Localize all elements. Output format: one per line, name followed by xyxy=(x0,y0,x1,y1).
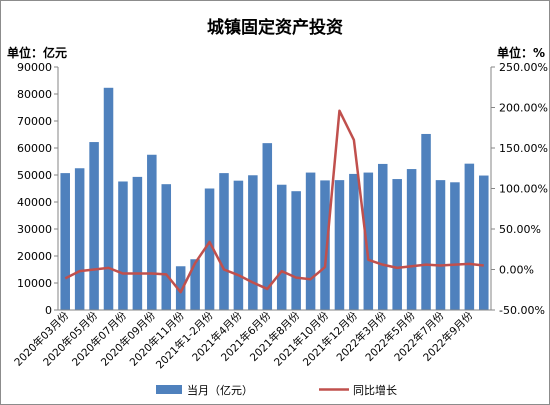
bar xyxy=(276,184,287,310)
bar xyxy=(89,142,99,310)
left-tick-label: 20000 xyxy=(17,250,52,263)
bar xyxy=(479,175,489,310)
left-tick-label: 60000 xyxy=(17,142,52,155)
x-tick-label: 2022年9月份 xyxy=(420,309,475,364)
right-tick-label: 250.00% xyxy=(499,61,548,74)
bar xyxy=(305,172,316,310)
left-tick-label: 70000 xyxy=(17,115,52,128)
bar xyxy=(248,175,258,310)
bar xyxy=(363,172,374,310)
left-tick-label: 30000 xyxy=(17,223,52,236)
x-tick-label: 2021年4月份 xyxy=(189,309,244,364)
bar xyxy=(377,163,388,310)
bar xyxy=(450,182,460,310)
right-axis-unit-label: 单位：% xyxy=(497,45,545,60)
right-tick-label: 50.00% xyxy=(499,223,541,236)
bar xyxy=(103,87,114,310)
x-tick-label: 2022年5月份 xyxy=(363,309,418,364)
x-tick-label: 2022年3月份 xyxy=(334,309,389,364)
x-tick-label: 2021年6月份 xyxy=(218,309,273,364)
chart-title: 城镇固定资产投资 xyxy=(207,17,343,38)
right-axis-ticks: -50.00% 0.00% 50.00% 100.00% 150.00% 200.00% 2… xyxy=(491,61,548,317)
legend-line-label: 同比增长 xyxy=(353,383,397,397)
left-tick-label: 90000 xyxy=(17,61,52,74)
legend-bar-label: 当月（亿元） xyxy=(187,383,253,397)
bar xyxy=(334,180,345,310)
bar xyxy=(464,163,475,310)
bar xyxy=(349,173,359,310)
left-tick-label: 40000 xyxy=(17,196,52,209)
axes xyxy=(57,67,492,311)
legend-bar-swatch xyxy=(156,385,182,394)
left-tick-label: 50000 xyxy=(17,169,52,182)
left-axis-ticks: 0 10000 20000 30000 40000 50000 60000 70000 8000… xyxy=(17,61,58,317)
right-tick-label: 200.00% xyxy=(499,102,548,115)
bar xyxy=(291,191,301,310)
left-tick-label: 80000 xyxy=(17,88,52,101)
right-tick-label: 100.00% xyxy=(499,183,548,196)
yoy-growth-line xyxy=(64,109,484,294)
left-axis-unit-label: 单位：亿元 xyxy=(7,45,67,60)
bar xyxy=(118,181,128,310)
bar xyxy=(132,176,143,310)
x-axis-ticks: 2020年03月份2020年05月份2020年07月份2020年09月份2020… xyxy=(12,309,476,372)
x-tick-label: 2021年8月份 xyxy=(247,309,302,364)
bar xyxy=(406,169,417,310)
right-tick-label: 150.00% xyxy=(499,142,548,155)
bar xyxy=(421,133,431,310)
bar xyxy=(392,179,402,310)
bar xyxy=(147,154,157,310)
bar xyxy=(161,184,172,310)
bar xyxy=(60,173,70,310)
bar xyxy=(74,168,85,310)
left-tick-label: 0 xyxy=(45,304,52,317)
bar-series xyxy=(60,87,489,310)
bar xyxy=(233,180,244,310)
right-tick-label: -50.00% xyxy=(499,304,545,317)
bar xyxy=(190,259,200,310)
line-series xyxy=(64,109,484,294)
bar xyxy=(320,180,330,310)
bar xyxy=(219,173,229,310)
bar xyxy=(204,188,215,310)
bar xyxy=(262,143,273,310)
legend: 当月（亿元） 同比增长 xyxy=(156,383,397,397)
right-tick-label: 0.00% xyxy=(499,264,534,277)
bar xyxy=(175,266,186,310)
left-tick-label: 10000 xyxy=(17,277,52,290)
x-tick-label: 2022年7月份 xyxy=(392,309,447,364)
bar xyxy=(435,180,446,310)
